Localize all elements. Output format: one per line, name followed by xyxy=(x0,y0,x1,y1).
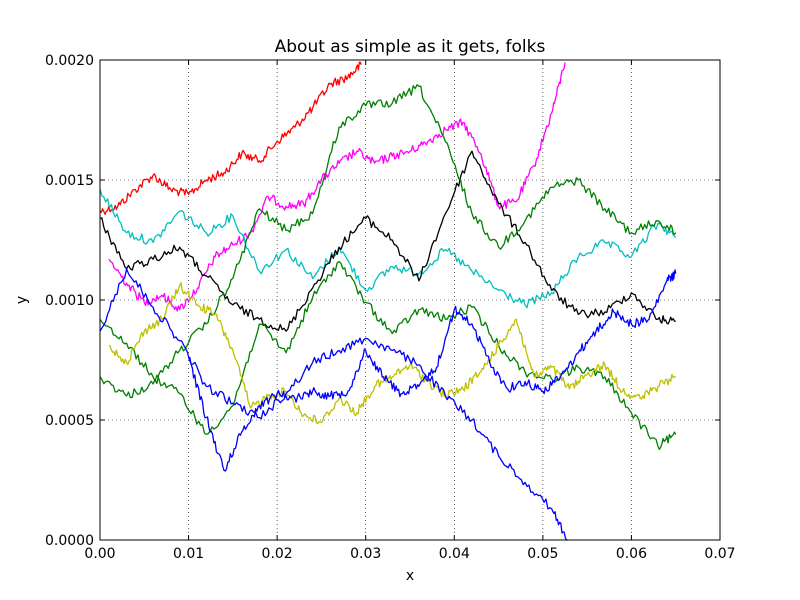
series-line-1 xyxy=(99,61,362,215)
series-line-9 xyxy=(188,269,677,472)
y-tick-label: 0.0010 xyxy=(45,293,94,309)
y-tick-label: 0.0020 xyxy=(45,53,94,69)
y-tick-label: 0.0005 xyxy=(45,413,94,429)
x-tick-label: 0.06 xyxy=(616,546,647,562)
series-line-6 xyxy=(99,260,677,450)
x-tick-label: 0.04 xyxy=(439,546,470,562)
x-tick-label: 0.00 xyxy=(84,546,115,562)
series-line-8 xyxy=(99,268,568,541)
x-tick-label: 0.02 xyxy=(262,546,293,562)
series-line-2 xyxy=(108,62,566,312)
series-layer xyxy=(99,61,677,541)
y-axis-label: y xyxy=(14,296,30,304)
y-axis: 0.0000 0.0005 0.0010 0.0015 0.0020 xyxy=(45,53,720,549)
series-line-4 xyxy=(99,150,677,332)
x-tick-label: 0.07 xyxy=(704,546,735,562)
chart-title: About as simple as it gets, folks xyxy=(275,37,546,57)
x-tick-label: 0.05 xyxy=(527,546,558,562)
series-line-5 xyxy=(99,84,677,399)
x-axis: 0.00 0.01 0.02 0.03 0.04 0.05 0.06 0.07 xyxy=(84,60,736,562)
series-line-7 xyxy=(108,281,676,425)
x-tick-label: 0.03 xyxy=(350,546,381,562)
y-tick-label: 0.0015 xyxy=(45,173,94,189)
series-line-3 xyxy=(99,189,677,309)
x-tick-label: 0.01 xyxy=(173,546,204,562)
x-axis-label: x xyxy=(406,568,414,584)
y-tick-label: 0.0000 xyxy=(45,533,94,549)
